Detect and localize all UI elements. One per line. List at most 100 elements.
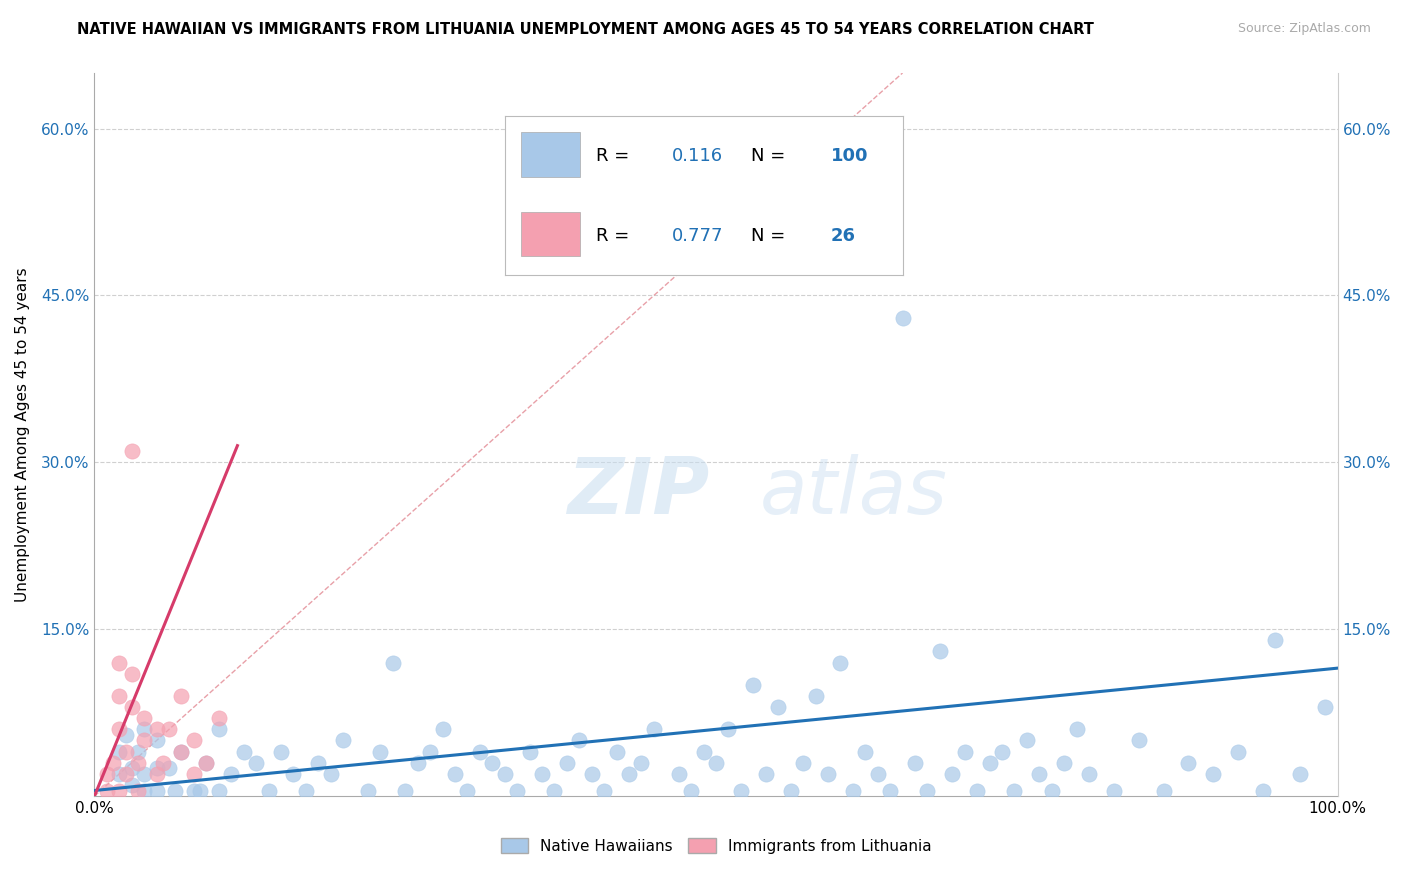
Text: Source: ZipAtlas.com: Source: ZipAtlas.com	[1237, 22, 1371, 36]
Point	[904, 756, 927, 770]
Point	[114, 745, 136, 759]
Point	[183, 767, 205, 781]
Point	[941, 767, 963, 781]
Point	[1264, 633, 1286, 648]
Point	[121, 444, 143, 458]
Point	[668, 767, 690, 781]
Point	[108, 767, 131, 781]
Point	[108, 783, 131, 797]
Point	[630, 756, 652, 770]
Point	[555, 756, 578, 770]
Point	[219, 767, 242, 781]
Point	[1153, 783, 1175, 797]
Point	[1227, 745, 1250, 759]
Point	[966, 783, 988, 797]
Point	[519, 745, 541, 759]
Point	[121, 666, 143, 681]
Point	[1251, 783, 1274, 797]
Point	[195, 756, 218, 770]
Point	[170, 745, 193, 759]
Point	[804, 689, 827, 703]
Point	[108, 656, 131, 670]
Point	[134, 783, 156, 797]
Point	[1015, 733, 1038, 747]
Point	[121, 761, 143, 775]
Point	[319, 767, 342, 781]
Point	[1078, 767, 1101, 781]
Point	[792, 756, 814, 770]
Point	[108, 745, 131, 759]
Point	[655, 188, 678, 202]
Point	[742, 678, 765, 692]
Point	[779, 783, 801, 797]
Point	[979, 756, 1001, 770]
Point	[108, 723, 131, 737]
Point	[406, 756, 429, 770]
Point	[283, 767, 305, 781]
Point	[357, 783, 380, 797]
Point	[295, 783, 318, 797]
Point	[127, 756, 149, 770]
Point	[208, 783, 231, 797]
Point	[307, 756, 329, 770]
Point	[165, 783, 187, 797]
Point	[121, 700, 143, 714]
Point	[891, 310, 914, 325]
Point	[1128, 733, 1150, 747]
Point	[257, 783, 280, 797]
Legend: Native Hawaiians, Immigrants from Lithuania: Native Hawaiians, Immigrants from Lithua…	[501, 838, 932, 854]
Point	[145, 783, 167, 797]
Point	[101, 756, 124, 770]
Point	[394, 783, 416, 797]
Point	[419, 745, 441, 759]
Point	[481, 756, 503, 770]
Point	[145, 733, 167, 747]
Point	[232, 745, 254, 759]
Point	[704, 756, 727, 770]
Point	[1066, 723, 1088, 737]
Point	[145, 723, 167, 737]
Point	[842, 783, 865, 797]
Point	[494, 767, 516, 781]
Point	[543, 783, 565, 797]
Point	[270, 745, 292, 759]
Point	[195, 756, 218, 770]
Point	[1289, 767, 1312, 781]
Point	[108, 689, 131, 703]
Point	[444, 767, 467, 781]
Point	[468, 745, 491, 759]
Point	[730, 783, 752, 797]
Point	[928, 644, 950, 658]
Point	[953, 745, 976, 759]
Point	[245, 756, 267, 770]
Point	[145, 767, 167, 781]
Point	[145, 761, 167, 775]
Point	[917, 783, 939, 797]
Point	[1315, 700, 1337, 714]
Point	[717, 723, 740, 737]
Point	[432, 723, 454, 737]
Point	[183, 733, 205, 747]
Point	[766, 700, 789, 714]
Text: atlas: atlas	[759, 454, 948, 531]
Point	[121, 778, 143, 792]
Point	[114, 728, 136, 742]
Point	[208, 711, 231, 725]
Point	[170, 745, 193, 759]
Point	[755, 767, 778, 781]
Point	[157, 761, 180, 775]
Point	[991, 745, 1014, 759]
Text: NATIVE HAWAIIAN VS IMMIGRANTS FROM LITHUANIA UNEMPLOYMENT AMONG AGES 45 TO 54 YE: NATIVE HAWAIIAN VS IMMIGRANTS FROM LITHU…	[77, 22, 1094, 37]
Point	[581, 767, 603, 781]
Point	[127, 783, 149, 797]
Point	[817, 767, 839, 781]
Point	[1202, 767, 1225, 781]
Point	[830, 656, 852, 670]
Point	[114, 767, 136, 781]
Point	[568, 733, 591, 747]
Point	[1177, 756, 1199, 770]
Point	[606, 745, 628, 759]
Point	[1053, 756, 1076, 770]
Point	[506, 783, 529, 797]
Point	[370, 745, 392, 759]
